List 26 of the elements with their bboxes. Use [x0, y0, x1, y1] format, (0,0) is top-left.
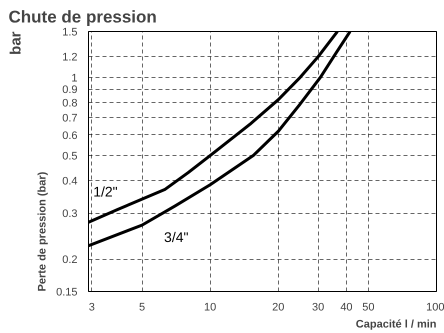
y-tick-label: 1.2: [62, 52, 78, 64]
y-tick-label: 0.3: [62, 208, 78, 220]
y-tick-label: 0.2: [62, 254, 78, 266]
x-tick-label: 10: [204, 302, 216, 314]
chart-title: Chute de pression: [8, 8, 157, 26]
y-tick-label: 0.5: [62, 150, 78, 163]
x-tick-label: 50: [362, 302, 374, 314]
y-tick-label: 0.8: [62, 97, 78, 110]
x-tick-label: 3: [88, 302, 95, 314]
x-tick-label: 100: [426, 302, 444, 314]
y-tick-label: 0.4: [62, 176, 78, 188]
x-tick-label: 30: [312, 302, 324, 314]
x-axis-title: Capacité l / min: [356, 318, 437, 330]
x-tick-label: 40: [340, 302, 353, 314]
x-tick-label: 5: [138, 302, 146, 314]
series-label: 1/2": [93, 184, 118, 200]
y-tick-label: 0.7: [62, 112, 78, 125]
series-label: 3/4": [164, 229, 189, 246]
y-tick-label: 0.9: [62, 84, 78, 96]
y-axis-title: Perte de pression (bar): [36, 171, 48, 292]
y-tick-label: 0.6: [62, 130, 78, 142]
text: bar: [8, 31, 24, 55]
y-tick-label: 1.5: [62, 26, 78, 38]
x-tick-label: 20: [272, 302, 284, 314]
y-tick-label: 1: [71, 72, 78, 84]
y-tick-label: 0.15: [56, 286, 78, 298]
